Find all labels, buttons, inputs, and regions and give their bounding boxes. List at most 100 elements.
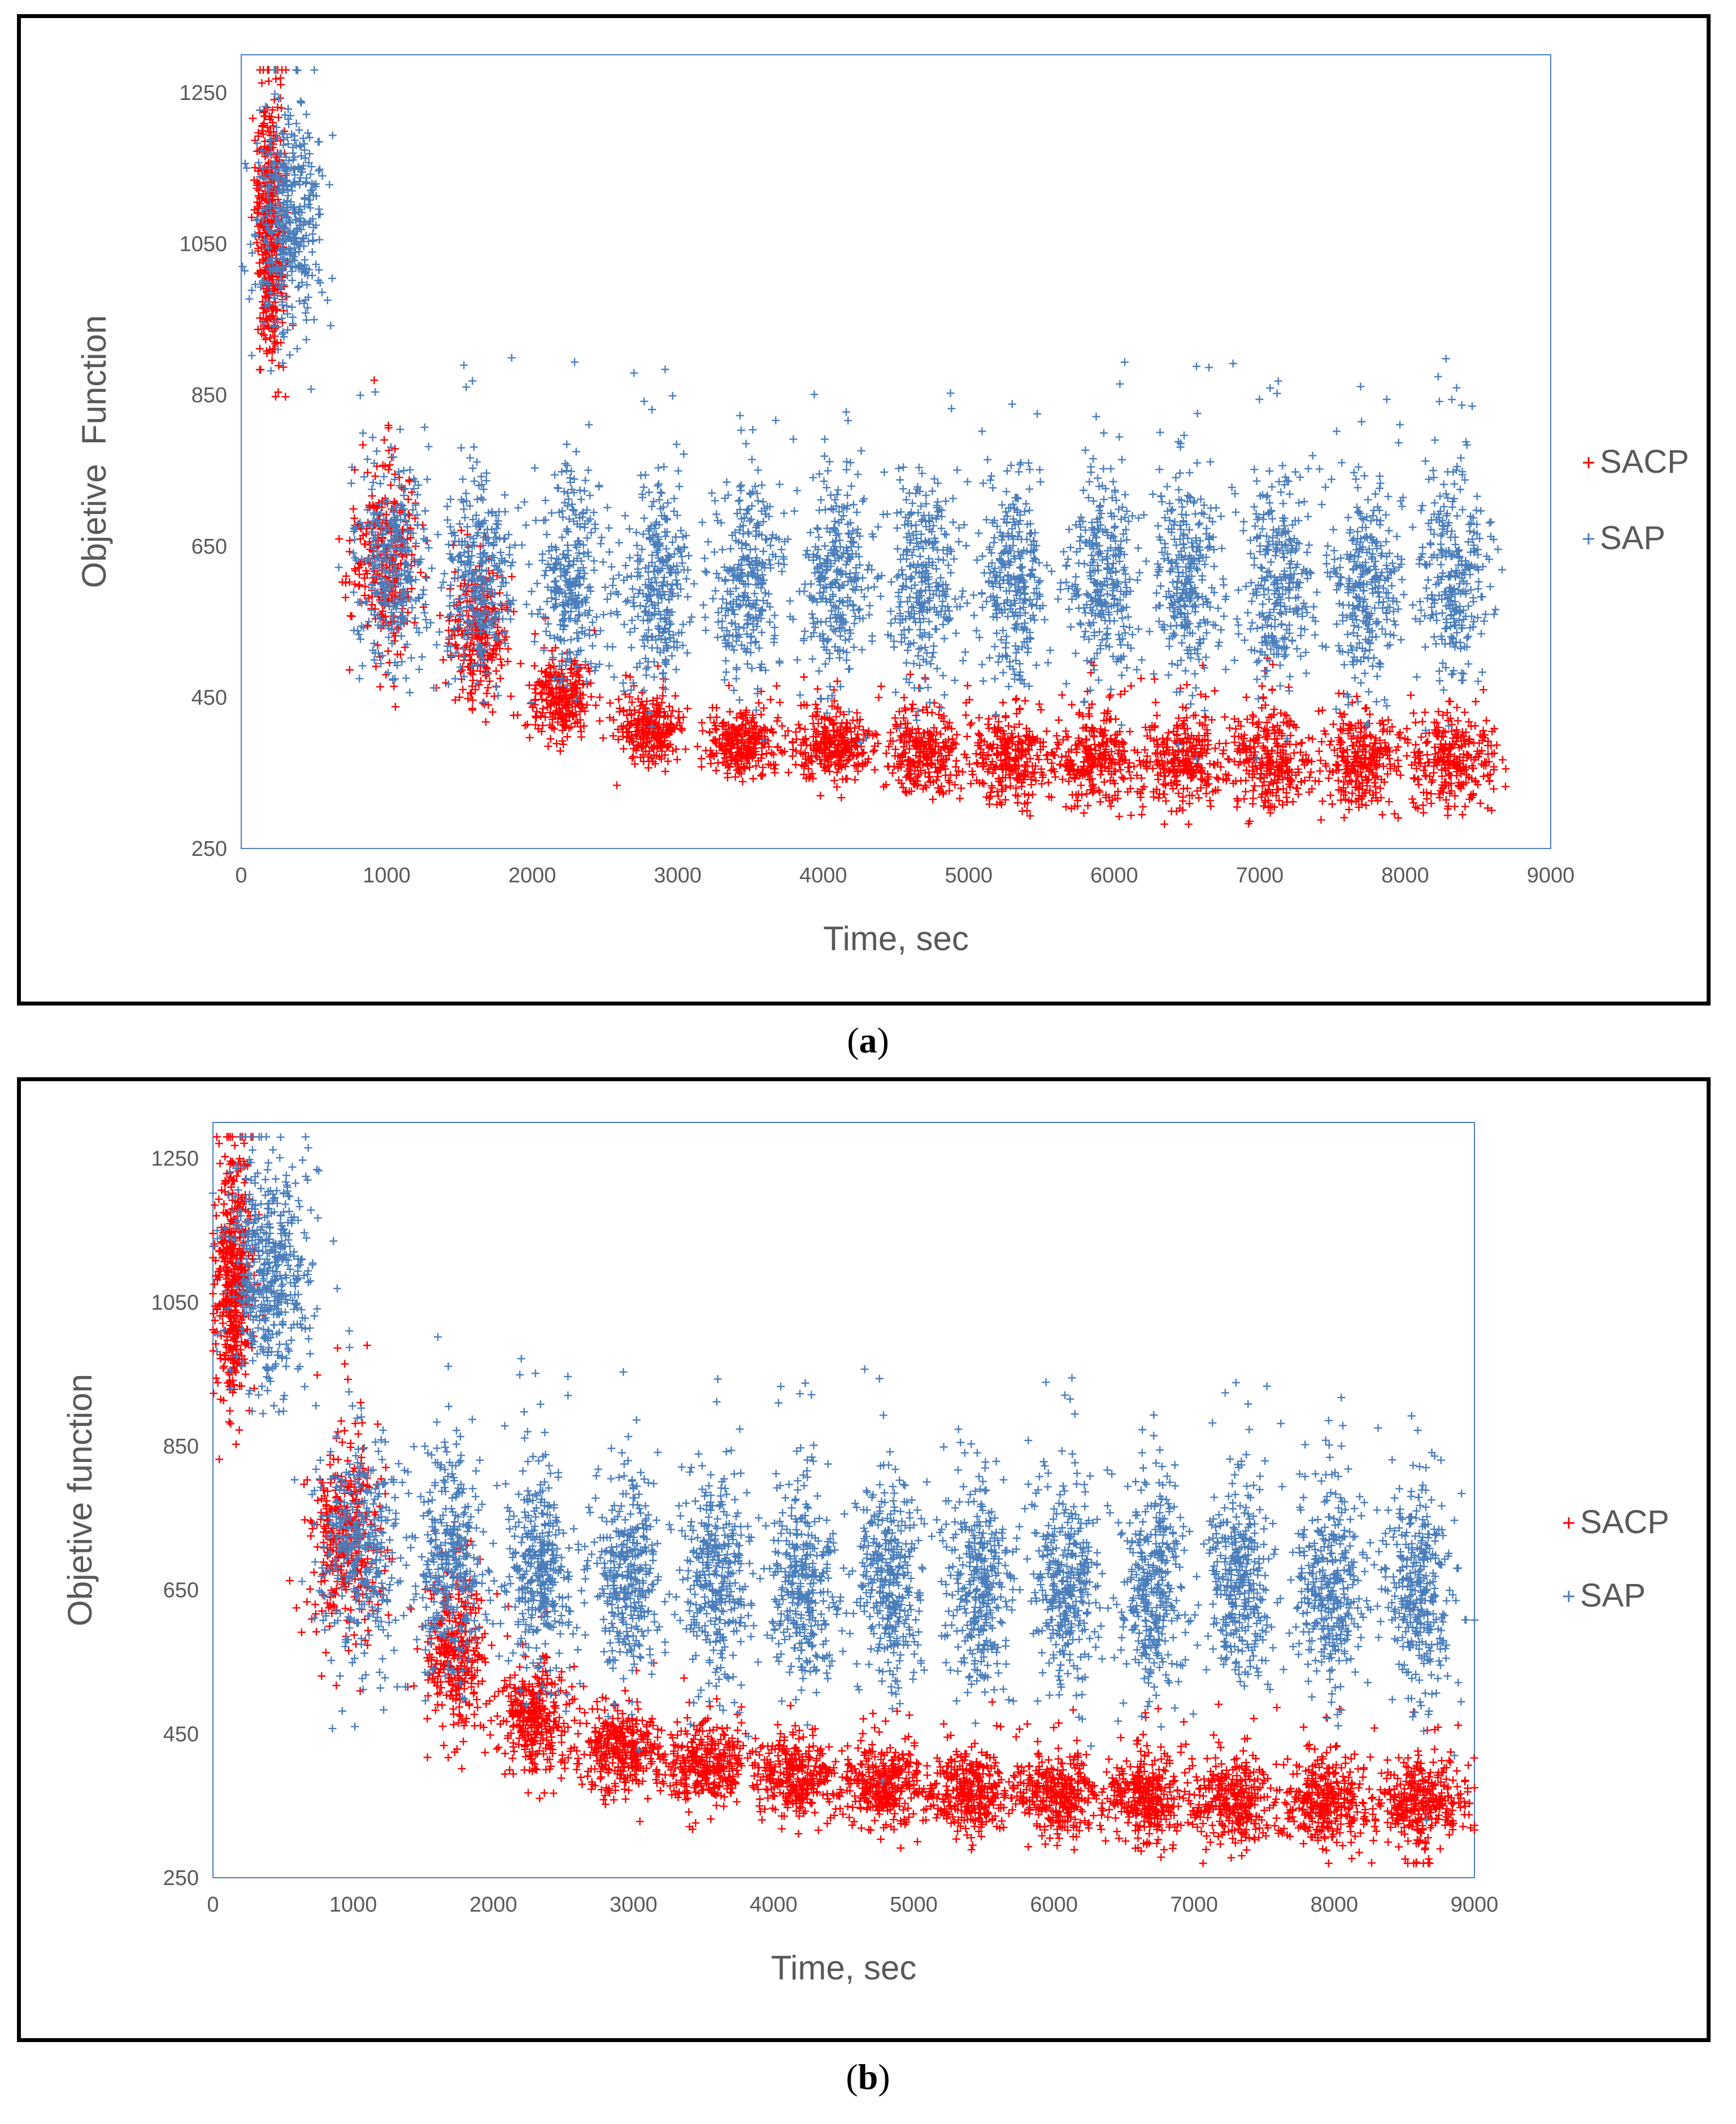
data-point-cluster: [643, 1674, 765, 1834]
data-point-cluster: [432, 523, 518, 726]
legend-marker: [1563, 1517, 1574, 1529]
legend-label: SAP: [1580, 1577, 1646, 1614]
data-point-cluster: [334, 388, 471, 697]
data-point-cluster: [599, 662, 706, 790]
x-tick-label: 9000: [1527, 864, 1575, 887]
data-point-cluster: [701, 411, 808, 745]
data-point-cluster: [678, 681, 804, 786]
panel-a: 250 450 650 850 1050 1250 0 1000 2000 3000 4000 500…: [17, 14, 1711, 1006]
series-sacp: [209, 1133, 1478, 1868]
scatter-chart-b: 250 450 650 850 1050 1250 0 1000 2000 3000 4000 500…: [61, 1122, 1669, 1987]
y-tick-label: 650: [192, 535, 227, 559]
x-tick-label: 5000: [890, 1893, 938, 1917]
data-point-cluster: [1317, 382, 1408, 729]
caption-a-label: a: [859, 1020, 877, 1060]
x-tick-label: 7000: [1171, 1893, 1219, 1917]
data-point-cluster: [1202, 654, 1326, 828]
data-point-cluster: [1304, 689, 1421, 824]
data-point-cluster: [894, 1698, 1021, 1854]
x-tick-label: 7000: [1236, 864, 1284, 887]
legend-item-sap: SAP: [1563, 1577, 1646, 1614]
y-tick-label: 1250: [151, 1147, 199, 1171]
data-point-cluster: [1023, 1374, 1121, 1750]
y-tick-label: 850: [163, 1435, 199, 1459]
legend-label: SACP: [1580, 1504, 1669, 1540]
x-tick-label: 4000: [750, 1893, 798, 1917]
y-tick-label: 1050: [179, 233, 227, 256]
data-point-cluster: [1220, 377, 1338, 763]
y-tick-label: 250: [163, 1866, 199, 1890]
data-point-cluster: [573, 1368, 673, 1755]
data-point-cluster: [661, 1375, 764, 1740]
data-point-cluster: [989, 1706, 1115, 1854]
data-point-cluster: [391, 1333, 506, 1705]
y-axis-title: Objetive function: [61, 1374, 99, 1626]
data-point-cluster: [1383, 686, 1510, 820]
data-point-cluster: [774, 673, 879, 802]
x-tick-label: 6000: [1090, 864, 1138, 887]
caption-a: (a): [847, 1020, 889, 1060]
x-tick-label: 6000: [1030, 1893, 1078, 1917]
y-tick-label: 650: [163, 1579, 199, 1603]
x-tick-label: 1000: [363, 864, 411, 887]
y-tick-label: 1050: [151, 1291, 199, 1315]
x-tick-label: 9000: [1451, 1893, 1499, 1917]
data-point-cluster: [480, 1607, 600, 1803]
x-axis-title: Time, sec: [823, 920, 969, 957]
data-point-cluster: [1103, 1411, 1203, 1731]
scatter-chart-a: 250 450 650 850 1050 1250 0 1000 2000 3000 4000 500…: [75, 54, 1689, 957]
data-point-cluster: [557, 1659, 685, 1826]
y-tick-label: 850: [192, 384, 227, 407]
data-point-cluster: [864, 670, 988, 804]
data-point-cluster: [1054, 358, 1150, 729]
series-sap: [209, 1133, 1478, 1825]
data-point-cluster: [489, 1355, 589, 1716]
data-point-cluster: [1173, 1700, 1297, 1868]
plot-area: [212, 1122, 1475, 1878]
plot-area: [241, 54, 1551, 849]
data-point-cluster: [427, 354, 530, 707]
data-point-cluster: [961, 400, 1056, 719]
data-point-cluster: [1373, 1412, 1478, 1825]
y-tick-label: 1250: [179, 81, 227, 105]
data-point-cluster: [938, 681, 1081, 820]
legend-item-sap: SAP: [1583, 520, 1665, 556]
data-point-cluster: [734, 1379, 865, 1729]
x-tick-label: 0: [235, 864, 247, 887]
x-tick-label: 4000: [799, 864, 847, 887]
panel-b: 250 450 650 850 1050 1250 0 1000 2000 3000 4000 500…: [17, 1077, 1711, 2042]
x-tick-label: 2000: [469, 1893, 517, 1917]
data-point-cluster: [1133, 661, 1239, 829]
legend-item-sacp: SACP: [1563, 1504, 1669, 1540]
data-point-cluster: [1347, 1708, 1478, 1868]
y-axis-title: Objetive Function: [75, 315, 113, 589]
data-point-cluster: [209, 1133, 354, 1418]
data-point-cluster: [1191, 1378, 1295, 1694]
y-tick-label: 450: [192, 686, 227, 710]
x-tick-label: 1000: [329, 1893, 377, 1917]
data-point-cluster: [1280, 1393, 1378, 1730]
legend-marker: [1583, 533, 1594, 545]
series-sacp: [247, 66, 1510, 829]
data-point-cluster: [1408, 355, 1506, 734]
x-tick-label: 8000: [1311, 1893, 1359, 1917]
x-tick-label: 3000: [654, 864, 702, 887]
data-point-cluster: [733, 1701, 865, 1838]
data-point-cluster: [238, 66, 337, 393]
data-point-cluster: [1259, 1703, 1399, 1868]
data-point-cluster: [290, 1327, 421, 1733]
legend-label: SAP: [1600, 520, 1665, 556]
x-axis-title: Time, sec: [771, 1949, 917, 1987]
data-point-cluster: [776, 390, 895, 747]
data-point-cluster: [1135, 359, 1255, 763]
legend-item-sacp: SACP: [1583, 443, 1689, 480]
legend-marker: [1563, 1591, 1574, 1602]
x-tick-label: 3000: [610, 1893, 658, 1917]
y-tick-label: 450: [163, 1722, 199, 1746]
data-point-cluster: [840, 1365, 941, 1786]
x-tick-label: 0: [207, 1893, 219, 1917]
data-point-cluster: [928, 1425, 1029, 1727]
caption-b: (b): [846, 2057, 890, 2097]
x-tick-label: 8000: [1381, 864, 1429, 887]
y-tick-label: 250: [192, 837, 227, 861]
